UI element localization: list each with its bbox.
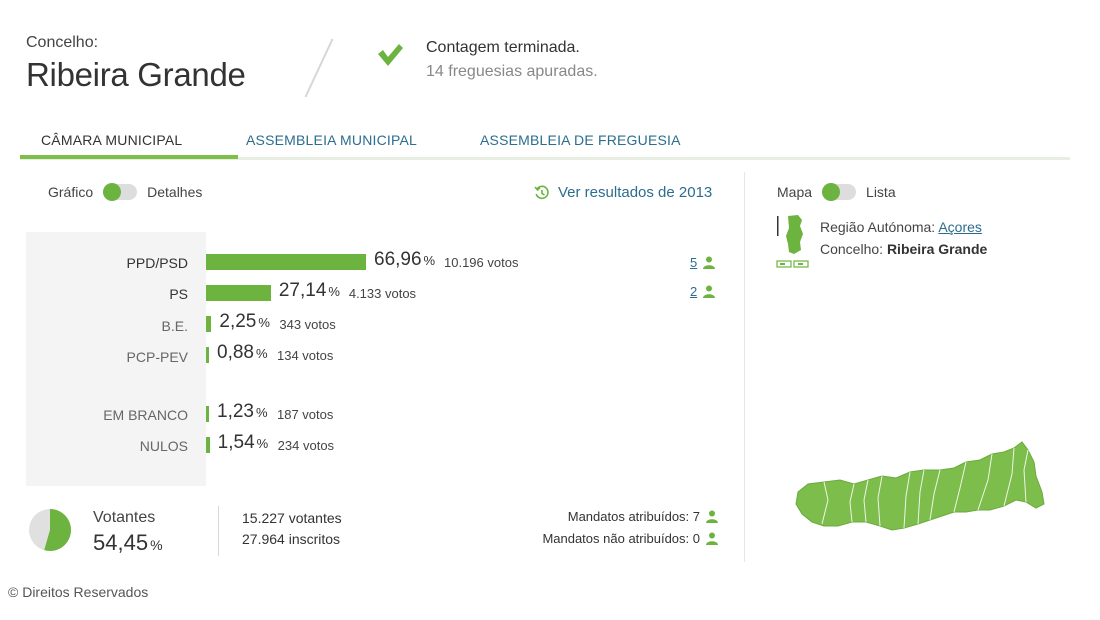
mandates-unassigned: Mandatos não atribuídos: 0 bbox=[542, 531, 718, 546]
history-link-label[interactable]: Ver resultados de 2013 bbox=[558, 184, 713, 201]
party-label-be: B.E. bbox=[161, 318, 188, 334]
person-icon bbox=[703, 285, 716, 298]
region-link[interactable]: Açores bbox=[938, 219, 982, 235]
mandates-assigned: Mandatos atribuídos: 7 bbox=[568, 509, 718, 524]
tab-camara-municipal[interactable]: CÂMARA MUNICIPAL bbox=[41, 132, 183, 148]
result-bar-nulos bbox=[206, 437, 210, 453]
result-pct-ps: 27,14% bbox=[278, 280, 340, 301]
result-bar-pcp-pev bbox=[206, 347, 209, 363]
header-divider bbox=[304, 38, 334, 98]
result-pct-ppd-psd: 66,96% bbox=[374, 249, 436, 270]
voters-count: 15.227 votantes bbox=[242, 510, 342, 526]
result-votes-pcp-pev: 134 votos bbox=[277, 348, 334, 363]
status-title: Contagem terminada. bbox=[426, 39, 580, 56]
toggle-label-lista[interactable]: Lista bbox=[866, 184, 896, 200]
status-subtitle: 14 freguesias apuradas. bbox=[426, 63, 598, 80]
municipality-map[interactable] bbox=[794, 440, 1046, 536]
person-icon bbox=[706, 510, 718, 523]
turnout-pie bbox=[29, 509, 72, 551]
party-labels-panel: PPD/PSD PS B.E. PCP-PEV EM BRANCO NULOS bbox=[26, 232, 206, 486]
result-votes-ppd-psd: 10.196 votos bbox=[444, 255, 519, 270]
result-bar-em-branco bbox=[206, 406, 209, 422]
tab-assembleia-freguesia[interactable]: ASSEMBLEIA DE FREGUESIA bbox=[480, 132, 681, 148]
history-link[interactable]: Ver resultados de 2013 bbox=[534, 184, 712, 201]
party-label-pcp-pev: PCP-PEV bbox=[126, 349, 188, 365]
seats-ps[interactable]: 2 bbox=[690, 284, 716, 299]
region-line: Região Autónoma: Açores bbox=[820, 219, 982, 235]
result-pct-em-branco: 1,23% bbox=[217, 401, 268, 422]
tab-assembleia-municipal[interactable]: ASSEMBLEIA MUNICIPAL bbox=[246, 132, 418, 148]
person-icon bbox=[706, 532, 718, 545]
result-bar-ps bbox=[206, 285, 271, 301]
result-pct-nulos: 1,54% bbox=[217, 432, 269, 453]
toggle-label-mapa[interactable]: Mapa bbox=[777, 184, 813, 200]
turnout-divider bbox=[218, 506, 219, 556]
council-line: Concelho: Ribeira Grande bbox=[820, 241, 988, 257]
toggle-label-grafico[interactable]: Gráfico bbox=[48, 184, 94, 200]
toggle-label-detalhes[interactable]: Detalhes bbox=[147, 184, 203, 200]
map-toggle-switch[interactable] bbox=[822, 183, 857, 201]
active-tab-indicator bbox=[20, 155, 238, 159]
party-label-ppd-psd: PPD/PSD bbox=[126, 255, 188, 271]
party-label-nulos: NULOS bbox=[139, 438, 188, 454]
header: Concelho: Ribeira Grande bbox=[26, 34, 246, 94]
person-icon bbox=[703, 256, 716, 269]
result-bar-be bbox=[206, 316, 212, 332]
turnout-pie-slice bbox=[44, 509, 72, 551]
turnout-label: Votantes bbox=[93, 509, 156, 526]
result-votes-nulos: 234 votos bbox=[277, 438, 335, 453]
concelho-name: Ribeira Grande bbox=[26, 56, 246, 93]
party-label-em-branco: EM BRANCO bbox=[103, 407, 188, 423]
history-icon bbox=[534, 185, 549, 199]
check-icon bbox=[378, 44, 403, 66]
result-bar-ppd-psd bbox=[206, 254, 366, 270]
map-toggle-row: Mapa Lista bbox=[777, 183, 896, 201]
council-name: Ribeira Grande bbox=[886, 241, 988, 257]
seats-ppd-psd[interactable]: 5 bbox=[690, 255, 716, 270]
copyright-credit: © Direitos Reservados bbox=[8, 584, 149, 600]
result-votes-be: 343 votos bbox=[279, 317, 336, 332]
view-toggle-switch[interactable] bbox=[103, 183, 138, 201]
registered-count: 27.964 inscritos bbox=[242, 531, 341, 547]
result-pct-be: 2,25% bbox=[219, 311, 270, 332]
result-pct-pcp-pev: 0,88% bbox=[217, 342, 268, 363]
concelho-label: Concelho: bbox=[26, 34, 99, 51]
result-votes-em-branco: 187 votos bbox=[277, 407, 334, 422]
party-label-ps: PS bbox=[169, 286, 188, 302]
view-toggle-row: Gráfico Detalhes bbox=[48, 183, 203, 201]
result-votes-ps: 4.133 votos bbox=[348, 286, 417, 301]
election-tabs: CÂMARA MUNICIPAL ASSEMBLEIA MUNICIPAL AS… bbox=[20, 128, 1070, 160]
portugal-map-icon[interactable] bbox=[776, 214, 812, 268]
panel-divider bbox=[744, 172, 745, 562]
turnout-pct: 54,45% bbox=[93, 530, 163, 555]
